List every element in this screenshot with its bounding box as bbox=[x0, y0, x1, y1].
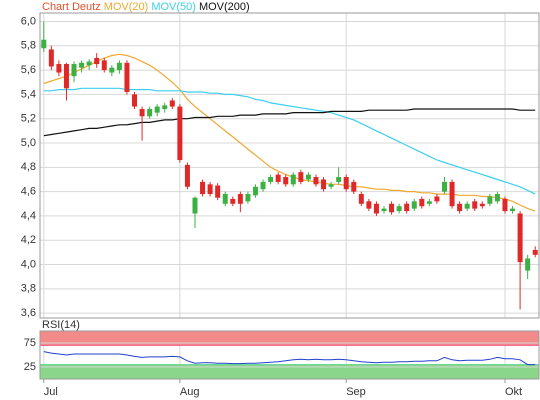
candle-body bbox=[449, 181, 455, 207]
candle-body bbox=[517, 213, 523, 263]
y-tick-label: 3,6 bbox=[21, 307, 36, 319]
candle-body bbox=[162, 105, 168, 109]
chart-title: Chart Deutz bbox=[42, 1, 101, 13]
candle-body bbox=[419, 198, 425, 207]
candle-body bbox=[48, 49, 54, 67]
candle-body bbox=[169, 100, 175, 107]
candle-body bbox=[381, 208, 387, 212]
candle-body bbox=[313, 177, 319, 185]
rsi-line bbox=[43, 351, 536, 366]
rsi-tick-label: 25 bbox=[24, 361, 36, 373]
legend-label: MOV(20) bbox=[104, 1, 149, 13]
legend-label: MOV(200) bbox=[199, 1, 250, 13]
candle-body bbox=[351, 181, 357, 192]
candle-body bbox=[290, 174, 296, 185]
candle-body bbox=[283, 177, 289, 185]
candle-body bbox=[479, 203, 485, 207]
candle-body bbox=[426, 201, 432, 204]
legend-label: MOV(50) bbox=[151, 1, 196, 13]
candle-body bbox=[328, 184, 334, 187]
candle-body bbox=[237, 194, 243, 204]
candle-body bbox=[192, 197, 198, 214]
plot-area bbox=[40, 13, 539, 318]
x-tick-label: Sep bbox=[346, 386, 366, 398]
candle-body bbox=[230, 198, 236, 204]
candle-body bbox=[109, 67, 115, 73]
candle-body bbox=[252, 186, 258, 196]
candle-body bbox=[404, 203, 410, 212]
y-tick-label: 4,0 bbox=[21, 258, 36, 270]
candle-body bbox=[487, 196, 493, 204]
candle-body bbox=[132, 94, 138, 107]
moving-average-line bbox=[43, 108, 536, 137]
candle-body bbox=[494, 194, 500, 202]
candle-body bbox=[532, 249, 538, 255]
candle-body bbox=[139, 108, 145, 117]
candle-body bbox=[457, 203, 463, 212]
candle-body bbox=[343, 177, 349, 190]
candle-body bbox=[63, 64, 69, 89]
candle-body bbox=[41, 39, 47, 49]
y-tick-label: 3,8 bbox=[21, 283, 36, 295]
candle-body bbox=[268, 177, 274, 182]
candle-body bbox=[245, 194, 251, 202]
candle-body bbox=[101, 60, 107, 71]
y-tick-label: 4,4 bbox=[21, 210, 36, 222]
candle-body bbox=[373, 203, 379, 214]
candle-body bbox=[184, 164, 190, 187]
candle-body bbox=[116, 62, 122, 71]
candle-body bbox=[396, 206, 402, 212]
candle-body bbox=[260, 181, 266, 190]
candle-body bbox=[94, 57, 100, 65]
candle-body bbox=[502, 198, 508, 212]
candle-body bbox=[389, 203, 395, 213]
candle-body bbox=[71, 64, 77, 77]
rsi-frame bbox=[39, 330, 540, 380]
candle-body bbox=[147, 108, 153, 117]
candle-body bbox=[154, 106, 160, 113]
y-tick-label: 5,0 bbox=[21, 137, 36, 149]
y-tick-label: 5,4 bbox=[21, 88, 36, 100]
candle-body bbox=[464, 203, 470, 209]
candle-body bbox=[321, 179, 327, 190]
plot-frame bbox=[39, 12, 540, 319]
candle-body bbox=[56, 64, 62, 73]
rsi-label: RSI(14) bbox=[42, 319, 80, 331]
x-tick-label: Aug bbox=[180, 386, 200, 398]
candle-body bbox=[207, 184, 213, 195]
candle-body bbox=[434, 196, 440, 202]
candle-body bbox=[86, 61, 92, 66]
rsi-tick-label: 75 bbox=[24, 337, 36, 349]
candle-body bbox=[336, 177, 342, 182]
candle-body bbox=[525, 258, 531, 271]
candle-body bbox=[510, 208, 516, 212]
y-tick-label: 6,0 bbox=[21, 15, 36, 27]
candle-body bbox=[305, 174, 311, 180]
candle-body bbox=[124, 62, 130, 92]
candle-body bbox=[298, 172, 304, 182]
x-tick-label: Okt bbox=[505, 386, 522, 398]
y-tick-label: 5,6 bbox=[21, 64, 36, 76]
candle-body bbox=[215, 185, 221, 198]
candle-body bbox=[79, 62, 85, 68]
candle-body bbox=[275, 174, 281, 182]
y-tick-label: 4,6 bbox=[21, 186, 36, 198]
candle-body bbox=[177, 106, 183, 161]
y-tick-label: 4,2 bbox=[21, 234, 36, 246]
candle-body bbox=[366, 201, 372, 209]
candle-body bbox=[411, 201, 417, 209]
y-tick-label: 5,8 bbox=[21, 40, 36, 52]
candle-body bbox=[358, 194, 364, 204]
candle-body bbox=[200, 181, 206, 195]
y-tick-label: 5,2 bbox=[21, 113, 36, 125]
candle-body bbox=[441, 181, 447, 192]
candle-body bbox=[472, 201, 478, 209]
x-tick-label: Jul bbox=[44, 386, 58, 398]
y-tick-label: 4,8 bbox=[21, 161, 36, 173]
candle-body bbox=[222, 194, 228, 204]
